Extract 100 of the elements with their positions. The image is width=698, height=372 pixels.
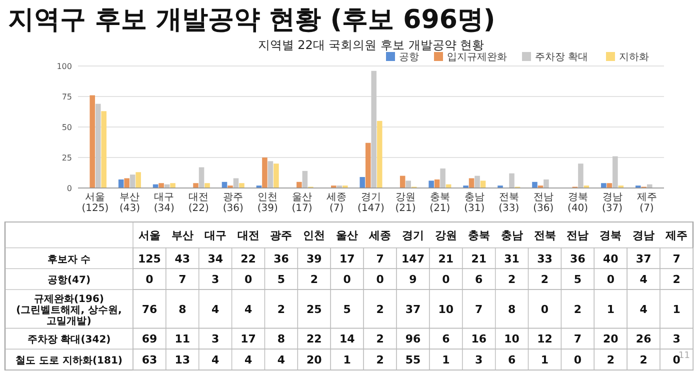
data-label: 0 [540, 302, 549, 316]
bar [360, 177, 366, 188]
data-label: 8 [277, 332, 286, 346]
data-label: 1 [442, 354, 450, 367]
data-label: 40 [602, 252, 619, 266]
bar [124, 178, 130, 188]
y-tick-label: 철도 도로 지하화(181) [16, 356, 122, 367]
data-label: 5 [343, 302, 351, 316]
data-label: 4 [244, 302, 252, 316]
data-label: 0 [574, 354, 582, 367]
data-label: 10 [504, 332, 520, 346]
data-label: 4 [640, 273, 648, 286]
x-tick-label: 경기 [402, 228, 424, 242]
data-label: 2 [640, 354, 648, 367]
bar [90, 95, 96, 188]
x-tick-label: 강원 [434, 228, 457, 242]
x-tick-label: 경북(40) [568, 192, 588, 214]
data-label: 16 [471, 332, 487, 346]
bar [612, 156, 618, 188]
data-label: 1 [606, 302, 614, 316]
data-label: 26 [636, 332, 652, 346]
data-label: 6 [442, 332, 450, 346]
y-tick-label: 0 [66, 184, 72, 193]
bar [406, 180, 411, 188]
data-label: 1 [540, 354, 549, 367]
x-tick-label: 충북 [468, 228, 490, 242]
x-tick-label: 전남(36) [533, 192, 554, 214]
chart-subtitle: 지역별 22대 국회의원 후보 개발공약 현황 [258, 38, 484, 52]
data-label: 21 [438, 252, 454, 266]
data-label: 0 [672, 354, 681, 367]
data-label: 10 [438, 302, 454, 316]
data-label: 2 [376, 302, 384, 316]
data-label: 13 [174, 354, 190, 367]
data-label: 25 [306, 302, 322, 316]
data-label: 7 [672, 252, 680, 266]
data-label: 17 [240, 332, 256, 346]
data-label: 43 [174, 252, 190, 266]
data-label: 2 [277, 302, 286, 316]
bar [532, 182, 538, 188]
data-label: 7 [178, 273, 186, 286]
x-tick-label: 강원(21) [395, 192, 416, 214]
data-label: 14 [339, 332, 356, 346]
data-label: 2 [606, 354, 614, 367]
bar [268, 161, 274, 188]
x-tick-label: 인천 [303, 228, 326, 242]
data-label: 4 [212, 302, 220, 316]
x-tick-label: 경남 [632, 228, 655, 242]
data-label: 20 [602, 332, 619, 346]
bar [468, 178, 474, 188]
legend-label: 지하화 [619, 52, 649, 63]
data-label: 0 [606, 273, 615, 286]
annotation: 11 [678, 351, 690, 361]
x-tick-label: 대구 [204, 228, 226, 242]
y-tick-label: 50 [62, 123, 72, 132]
data-label: 2 [376, 354, 384, 367]
data-label: 36 [570, 252, 586, 266]
bar [440, 168, 446, 188]
bar [428, 180, 434, 188]
data-label: 0 [343, 273, 352, 286]
bar [204, 183, 210, 188]
data-label: 1 [672, 302, 680, 316]
data-label: 21 [471, 252, 487, 266]
data-label: 3 [672, 332, 680, 346]
data-label: 7 [475, 302, 483, 316]
data-label: 2 [508, 273, 516, 286]
x-tick-label: 세종(7) [326, 192, 347, 214]
data-label: 0 [376, 273, 384, 286]
x-tick-label: 제주 [664, 228, 688, 242]
data-label: 6 [508, 354, 516, 367]
x-tick-label: 세종 [368, 228, 392, 242]
data-label: 2 [540, 273, 549, 286]
data-label: 147 [402, 252, 424, 266]
bar [95, 104, 101, 188]
data-label: 0 [146, 273, 154, 286]
y-tick-label: 규제완화(196) (그린벨트해제, 상수원, 고밀개발) [16, 294, 122, 327]
data-label: 5 [277, 273, 286, 286]
data-label: 55 [405, 354, 421, 367]
x-tick-label: 부산(43) [119, 192, 140, 214]
data-label: 36 [274, 252, 290, 266]
data-label: 125 [138, 252, 161, 266]
data-label: 37 [636, 252, 652, 266]
bar [376, 120, 382, 188]
bar [302, 170, 308, 188]
x-tick-label: 경북 [600, 228, 622, 242]
x-tick-label: 인천(39) [257, 192, 278, 214]
bar [130, 174, 136, 188]
x-tick-label: 울산(17) [292, 192, 312, 214]
x-tick-label: 충남 [500, 228, 523, 242]
data-label: 9 [409, 273, 417, 286]
x-tick-label: 대전 [237, 228, 260, 242]
bar [239, 183, 244, 188]
bar [371, 70, 377, 188]
data-label: 76 [142, 302, 158, 316]
data-label: 2 [574, 302, 582, 316]
bar [262, 158, 268, 188]
x-tick-label: 대전(22) [188, 192, 210, 214]
bar [233, 178, 239, 188]
data-label: 12 [537, 332, 552, 346]
data-label: 0 [442, 273, 450, 286]
y-tick-label: 25 [62, 154, 72, 162]
